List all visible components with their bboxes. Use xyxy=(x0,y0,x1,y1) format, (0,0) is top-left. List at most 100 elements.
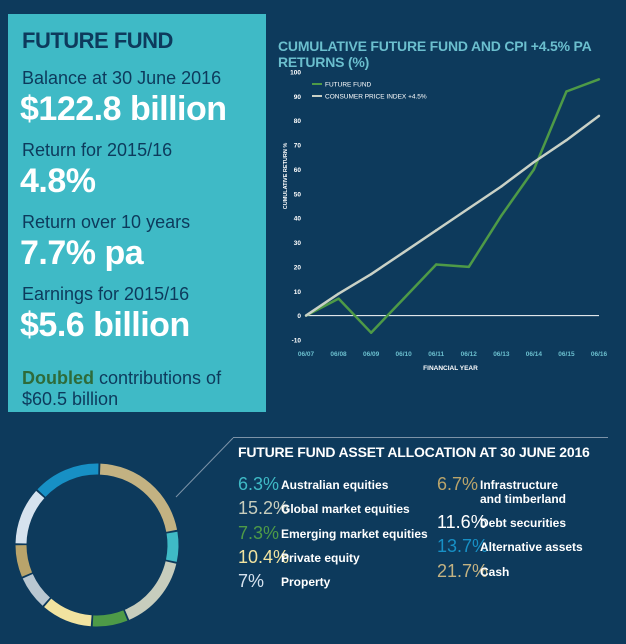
y-tick-label: 80 xyxy=(294,118,302,125)
panel-title: FUTURE FUND xyxy=(22,28,173,53)
allocation-item: 7.3% Emerging market equities xyxy=(238,523,428,544)
x-axis-label: FINANCIAL YEAR xyxy=(423,365,478,372)
balance-label: Balance at 30 June 2016 xyxy=(22,68,222,88)
x-tick-label: 06/15 xyxy=(558,351,575,358)
y-tick-label: 100 xyxy=(290,70,301,77)
legend-label: FUTURE FUND xyxy=(325,82,372,89)
allocation-name: Property xyxy=(281,575,331,589)
series-point-1 xyxy=(597,114,601,118)
x-tick-label: 06/09 xyxy=(363,351,380,358)
series-point-0 xyxy=(337,297,340,300)
allocation-name: Global market equities xyxy=(281,502,410,516)
allocation-item: 21.7% Cash xyxy=(437,561,509,582)
series-line-1 xyxy=(305,114,600,317)
allocation-pct: 6.3% xyxy=(238,474,280,494)
series-point-1 xyxy=(435,229,438,232)
donut-segment-7 xyxy=(15,490,45,544)
allocation-pct: 10.4% xyxy=(238,547,290,567)
donut-segment-8 xyxy=(37,463,99,498)
donut-segment-4 xyxy=(44,598,92,627)
donut-segment-6 xyxy=(15,544,33,577)
x-tick-label: 06/07 xyxy=(298,351,315,358)
allocation-item: 10.4% Private equity xyxy=(238,547,360,568)
series-point-1 xyxy=(304,314,308,317)
y-tick-label: 60 xyxy=(294,167,302,174)
x-tick-label: 06/11 xyxy=(428,351,444,358)
allocation-name: Alternative assets xyxy=(480,540,583,554)
y-tick-label: -10 xyxy=(292,338,302,345)
series-point-0 xyxy=(565,90,568,93)
earnings-value: $5.6 billion xyxy=(20,306,190,344)
allocation-name: Infrastructure and timberland xyxy=(480,478,567,506)
donut-segment-2 xyxy=(124,561,177,620)
return-value: 4.8% xyxy=(20,162,96,200)
x-tick-label: 06/16 xyxy=(591,351,608,358)
series-point-1 xyxy=(337,292,340,295)
series-point-0 xyxy=(500,214,503,217)
doubled-text: Doubled contributions of $60.5 billion xyxy=(22,368,257,410)
allocation-pct: 7.3% xyxy=(238,523,280,543)
series-point-0 xyxy=(467,265,470,269)
allocation-pct: 13.7% xyxy=(437,536,489,556)
earnings-label: Earnings for 2015/16 xyxy=(22,284,190,304)
allocation-pct: 11.6% xyxy=(437,512,487,532)
series-point-1 xyxy=(402,251,405,254)
series-point-0 xyxy=(435,263,438,266)
allocation-item: 15.2% Global market equities xyxy=(238,498,410,519)
return10-label: Return over 10 years xyxy=(22,212,191,232)
series-point-1 xyxy=(565,139,568,142)
y-tick-label: 30 xyxy=(294,240,302,247)
allocation-item: 13.7% Alternative assets xyxy=(437,536,583,557)
series-point-1 xyxy=(369,273,373,276)
y-axis-label: CUMULATIVE RETURN % xyxy=(283,143,289,210)
summary-panel: FUTURE FUND Balance at 30 June 2016 $122… xyxy=(8,14,266,412)
allocation-pct: 7% xyxy=(238,571,265,591)
x-tick-label: 06/12 xyxy=(461,351,478,358)
series-point-0 xyxy=(402,297,405,300)
series-point-1 xyxy=(532,160,536,164)
return-label: Return for 2015/16 xyxy=(22,140,173,160)
allocation-item: 11.6% Debt securities xyxy=(437,512,566,533)
y-tick-label: 0 xyxy=(297,313,301,320)
series-point-0 xyxy=(304,314,308,317)
allocation-pct: 21.7% xyxy=(437,561,489,581)
allocation-pct: 6.7% xyxy=(437,474,479,494)
y-tick-label: 90 xyxy=(294,94,302,101)
allocation-divider xyxy=(233,437,608,438)
y-tick-label: 50 xyxy=(294,191,302,198)
allocation-name: Emerging market equities xyxy=(281,527,428,541)
allocation-item: 7% Property xyxy=(238,571,330,592)
allocation-name: Private equity xyxy=(281,551,360,565)
y-tick-label: 10 xyxy=(294,289,302,296)
balance-value: $122.8 billion xyxy=(20,90,227,128)
allocation-item: 6.7% Infrastructure and timberland xyxy=(437,474,580,506)
series-line-0 xyxy=(305,78,600,334)
series-point-1 xyxy=(467,207,470,210)
allocation-name: Australian equities xyxy=(281,478,389,492)
legend-label: CONSUMER PRICE INDEX +4.5% xyxy=(325,94,427,101)
allocation-title: FUTURE FUND ASSET ALLOCATION AT 30 JUNE … xyxy=(238,444,590,460)
series-point-0 xyxy=(369,331,373,334)
x-tick-label: 06/10 xyxy=(396,351,413,358)
series-point-0 xyxy=(532,168,536,171)
donut-segment-1 xyxy=(165,531,179,562)
series-point-1 xyxy=(500,185,503,188)
doubled-rest: contributions of $60.5 billion xyxy=(22,368,222,409)
series-point-0 xyxy=(597,78,601,81)
y-tick-label: 70 xyxy=(294,143,302,150)
donut-segment-5 xyxy=(22,573,51,606)
x-tick-label: 06/13 xyxy=(493,351,510,358)
allocation-item: 6.3% Australian equities xyxy=(238,474,388,495)
x-tick-label: 06/14 xyxy=(526,351,543,358)
y-tick-label: 40 xyxy=(294,216,302,223)
y-tick-label: 20 xyxy=(294,264,302,271)
allocation-pct: 15.2% xyxy=(238,498,290,518)
return10-value: 7.7% pa xyxy=(20,234,144,272)
doubled-strong: Doubled xyxy=(22,368,94,388)
x-tick-label: 06/08 xyxy=(330,351,347,358)
donut-segment-0 xyxy=(99,463,178,532)
allocation-name: Debt securities xyxy=(480,516,567,530)
chart-title: CUMULATIVE FUTURE FUND AND CPI +4.5% PA … xyxy=(278,38,592,70)
donut-segment-3 xyxy=(92,610,128,627)
allocation-name: Cash xyxy=(480,565,510,579)
